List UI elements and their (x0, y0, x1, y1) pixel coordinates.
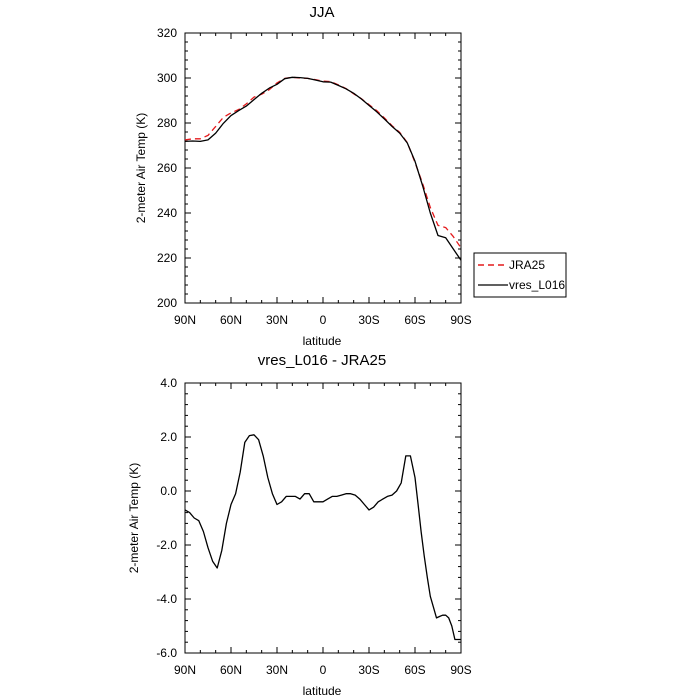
chart1-legend: JRA25 vres_L016 (473, 252, 567, 298)
chart1-ytick-label: 320 (157, 26, 177, 40)
chart2-ytick-label: 0.0 (160, 484, 177, 498)
chart2-xtick-label: 60S (404, 663, 425, 677)
chart1-xtick-label: 30N (266, 313, 288, 327)
chart2-xtick-label: 30S (358, 663, 379, 677)
chart1-xtick-label: 30S (358, 313, 379, 327)
chart2-xtick-label: 0 (320, 663, 327, 677)
chart1-x-axis-label: latitude (303, 334, 342, 348)
chart2-xtick-label: 60N (220, 663, 242, 677)
chart1-ytick-label: 200 (157, 296, 177, 310)
chart2-y-axis-label: 2-meter Air Temp (K) (127, 463, 141, 573)
chart1-y-axis-label: 2-meter Air Temp (K) (134, 113, 148, 223)
chart1-ytick-label: 240 (157, 206, 177, 220)
chart1-frame (184, 32, 462, 304)
chart1-xtick-label: 90S (450, 313, 471, 327)
chart2-ytick-label: 4.0 (160, 376, 177, 390)
chart2-series-line-0 (184, 434, 461, 641)
chart2-title: vres_L016 - JRA25 (258, 352, 386, 369)
chart1-ytick-label: 280 (157, 116, 177, 130)
legend-label-vres-l016: vres_L016 (509, 278, 565, 292)
chart1-xtick-label: 60N (220, 313, 242, 327)
chart2-xtick-label: 30N (266, 663, 288, 677)
chart2-ytick-label: -2.0 (156, 538, 177, 552)
chart1-ytick-label: 260 (157, 161, 177, 175)
legend-label-jra25: JRA25 (509, 258, 545, 272)
chart1-xtick-label: 90N (174, 313, 196, 327)
chart1-ytick-label: 300 (157, 71, 177, 85)
chart1-plot-area: 200 220 240 260 280 300 320 90N 60N 30N 0 30S 60S 90S (157, 26, 472, 327)
chart2-x-axis-label: latitude (303, 684, 342, 698)
chart2-xtick-label: 90N (174, 663, 196, 677)
chart1-title: JJA (309, 4, 334, 21)
legend-box (473, 252, 567, 298)
chart2-ytick-label: 2.0 (160, 430, 177, 444)
chart2-ytick-label: -6.0 (156, 646, 177, 660)
chart1-series-vres-l016 (184, 76, 462, 261)
chart1-ytick-label: 220 (157, 251, 177, 265)
chart2-plot-area: -6.0 -4.0 -2.0 0.0 2.0 4.0 90N 60N 30N 0 30S 60S 90S (156, 376, 471, 677)
chart2-ytick-label: -4.0 (156, 592, 177, 606)
chart1-xtick-label: 60S (404, 313, 425, 327)
chart1-series-jra25 (184, 76, 462, 249)
chart1-xtick-label: 0 (320, 313, 327, 327)
chart2-xtick-label: 90S (450, 663, 471, 677)
